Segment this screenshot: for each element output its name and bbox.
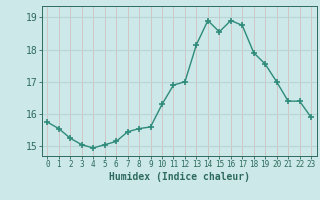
X-axis label: Humidex (Indice chaleur): Humidex (Indice chaleur): [109, 172, 250, 182]
